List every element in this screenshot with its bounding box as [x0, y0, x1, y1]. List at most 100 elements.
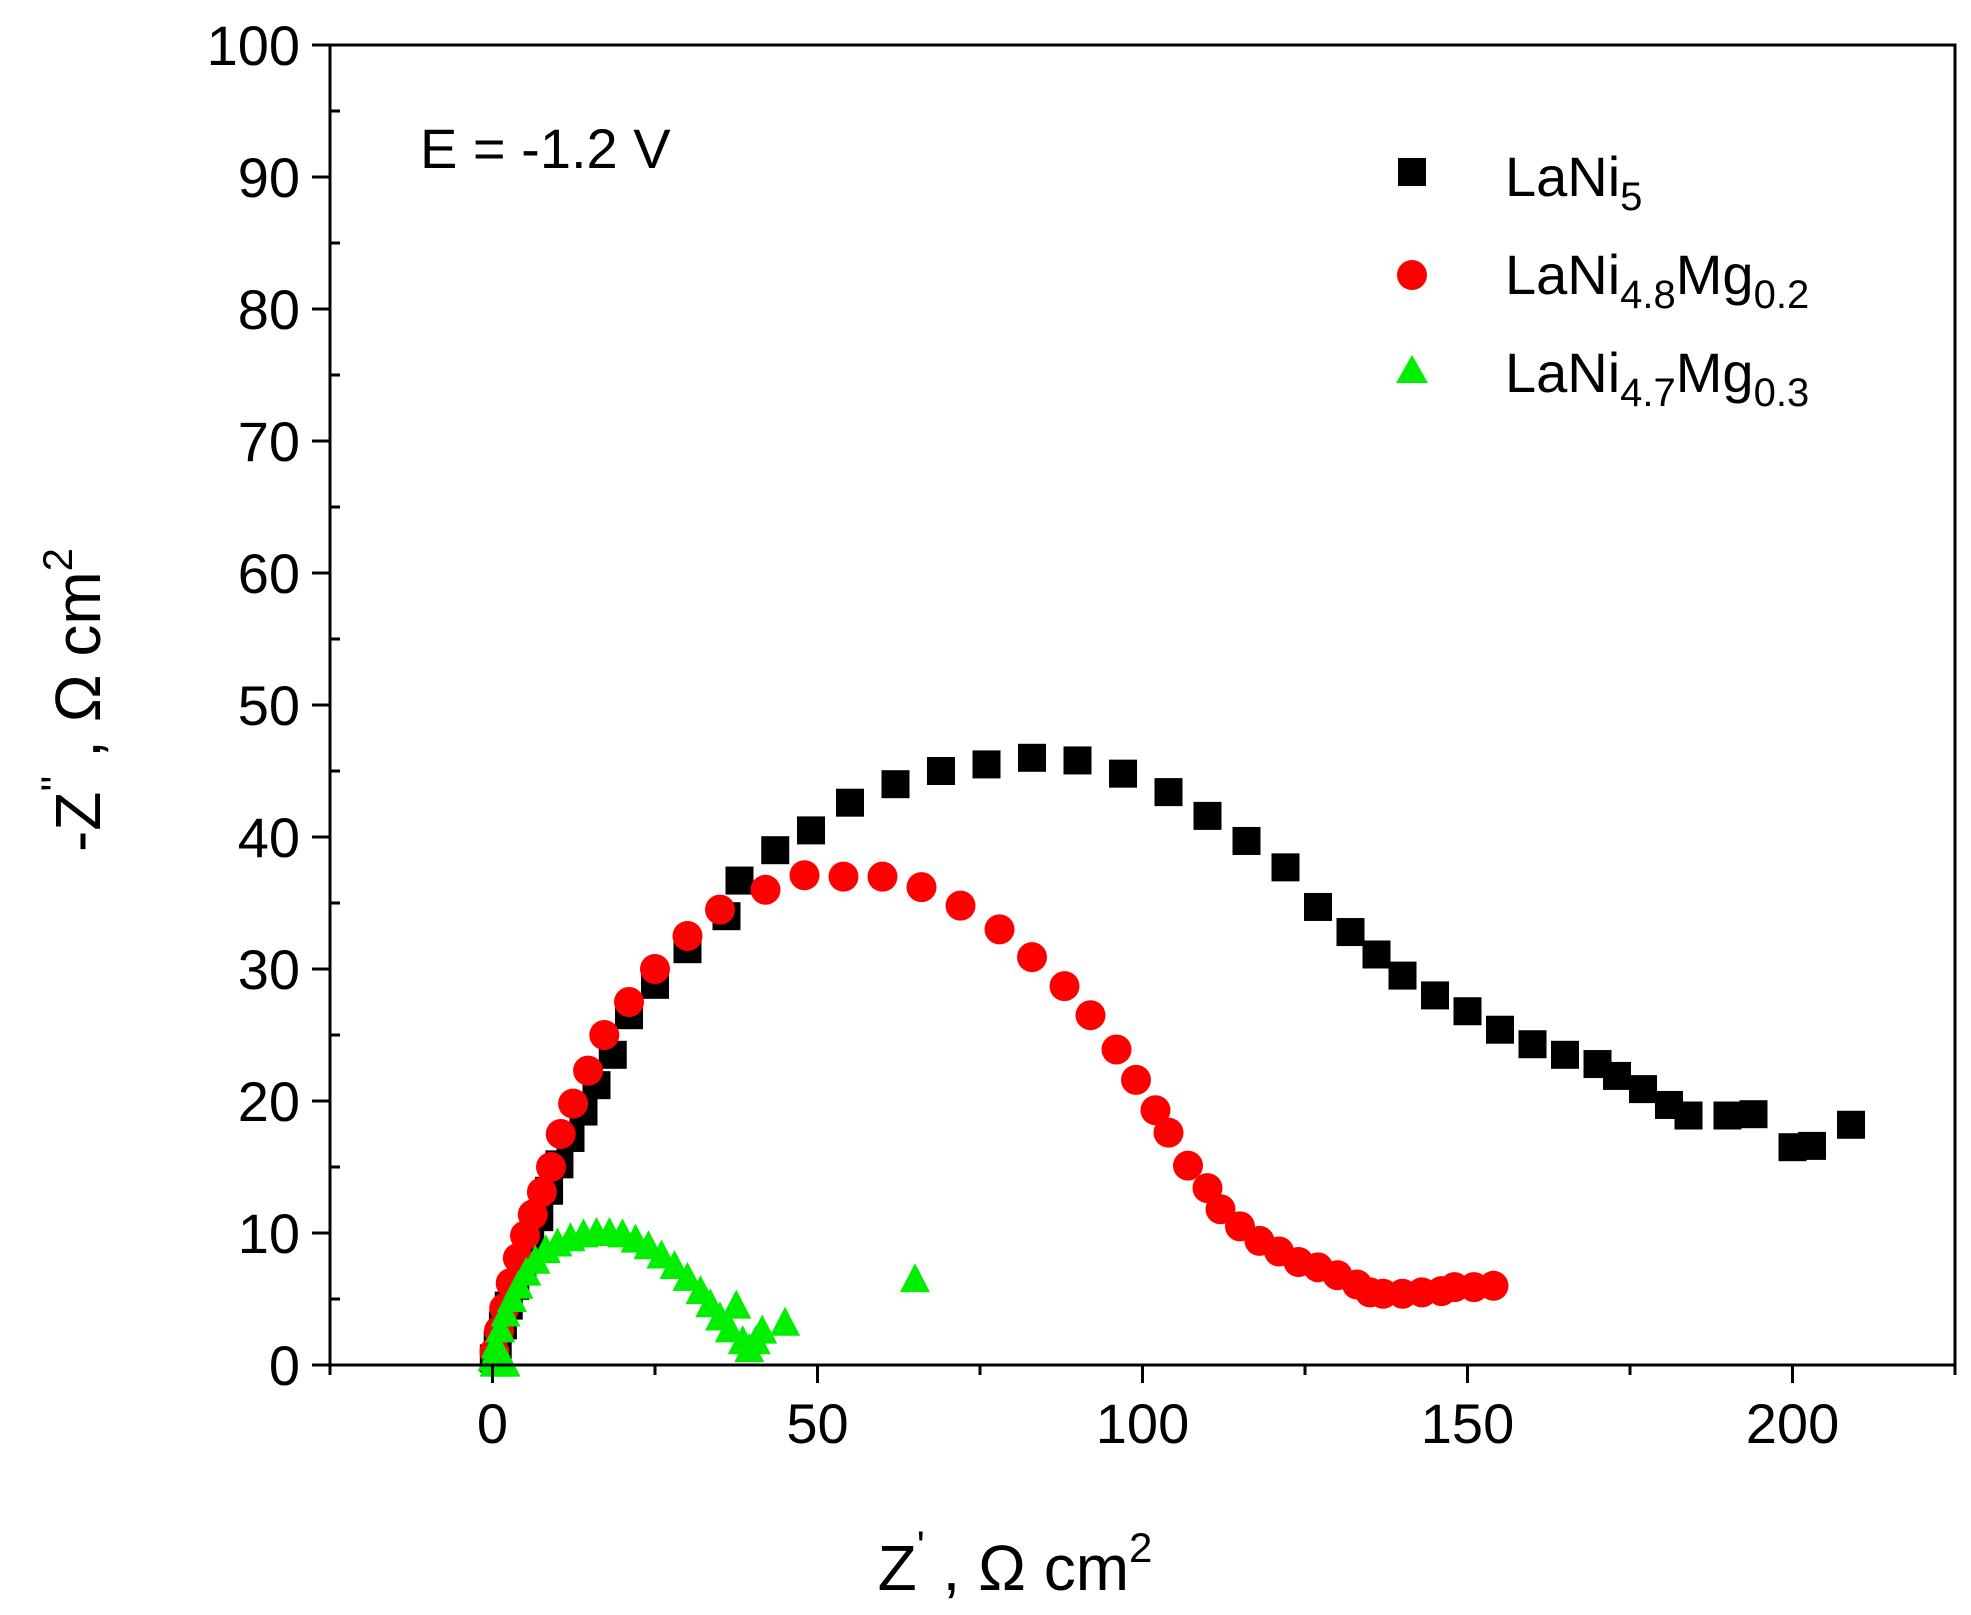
data-point-square [1603, 1061, 1631, 1090]
y-tick-label: 80 [238, 278, 300, 341]
y-title-unit: Ω cm [42, 571, 114, 722]
y-title-prime: '' [32, 776, 79, 792]
data-point-circle [573, 1055, 604, 1086]
data-point-square [1453, 997, 1482, 1026]
x-tick-label: 100 [1096, 1392, 1189, 1455]
data-point-square [1486, 1015, 1514, 1044]
y-tick-label: 0 [269, 1334, 300, 1397]
y-axis-title: -Z'' , Ω cm2 [32, 548, 114, 852]
legend-marker-circle [1397, 260, 1427, 290]
data-point-triangle [672, 1261, 703, 1291]
data-point-square [725, 866, 754, 895]
series-triangle [477, 1217, 930, 1377]
data-point-square [1063, 746, 1092, 775]
data-point-triangle [480, 1329, 511, 1359]
potential-annotation: E = -1.2 V [420, 117, 671, 180]
data-point-circle [1017, 942, 1047, 973]
data-point-triangle [659, 1250, 690, 1279]
y-tick-label: 10 [238, 1202, 300, 1265]
data-point-square [927, 757, 955, 785]
data-point-triangle [490, 1347, 521, 1377]
legend-sub: 0.3 [1754, 371, 1810, 415]
data-point-square [1837, 1110, 1865, 1139]
data-point-square [1388, 961, 1417, 990]
x-title-prime: ' [917, 1522, 925, 1569]
data-point-square [881, 770, 910, 799]
data-point-circle [1049, 971, 1080, 1002]
plot-area [477, 743, 1865, 1377]
data-point-square [797, 816, 825, 845]
data-point-circle [867, 861, 898, 892]
legend-label-lani47mg03: LaNi4.7Mg0.3 [1505, 341, 1809, 415]
legend: LaNi5 LaNi4.8Mg0.2 LaNi4.7Mg0.3 [1396, 145, 1809, 415]
y-tick-label: 70 [238, 410, 300, 473]
data-point-circle [526, 1177, 557, 1208]
data-point-square [1713, 1101, 1742, 1130]
y-title-sep: , [42, 722, 114, 775]
y-tick-label: 100 [207, 14, 300, 77]
data-point-circle [1173, 1150, 1203, 1181]
data-point-triangle [770, 1306, 800, 1336]
data-point-square [1304, 892, 1332, 921]
data-point-square [972, 750, 1001, 779]
data-point-circle [614, 987, 644, 1017]
data-point-circle [945, 890, 976, 921]
legend-sub: 5 [1620, 175, 1642, 219]
data-point-circle [1478, 1270, 1509, 1301]
data-point-triangle [490, 1297, 521, 1327]
data-point-circle [906, 872, 937, 903]
legend-label-lani48mg02: LaNi4.8Mg0.2 [1505, 243, 1809, 317]
y-tick-label: 20 [238, 1070, 300, 1133]
x-tick-label: 150 [1421, 1392, 1514, 1455]
data-point-square [1362, 940, 1391, 969]
legend-base: LaNi [1505, 243, 1620, 306]
y-tick-label: 30 [238, 938, 300, 1001]
data-point-square [1109, 759, 1137, 788]
data-point-circle [1121, 1064, 1151, 1095]
data-point-square [1193, 801, 1222, 830]
x-title-sep: , [925, 1532, 978, 1604]
data-point-square [1739, 1100, 1768, 1129]
data-point-circle [828, 861, 859, 892]
axes: 0 50 100 150 200 0 10 20 30 40 50 60 70 80 90 100 [207, 14, 1957, 1455]
data-point-triangle [721, 1289, 752, 1319]
data-point-square [1421, 981, 1449, 1010]
data-point-square [1154, 778, 1183, 807]
data-point-circle [1205, 1194, 1236, 1225]
legend-mid: Mg [1676, 341, 1754, 404]
y-title-main: -Z [42, 792, 114, 852]
data-point-circle [545, 1119, 576, 1149]
data-point-circle [672, 921, 703, 951]
data-point-square [1674, 1101, 1703, 1130]
data-point-square [1232, 826, 1261, 855]
data-point-square [1798, 1131, 1826, 1160]
data-point-circle [705, 894, 735, 925]
data-point-square [1018, 743, 1046, 772]
x-title-unit: Ω cm [978, 1532, 1129, 1604]
legend-marker-square [1398, 158, 1426, 186]
y-tick-label: 60 [238, 542, 300, 605]
y-title-power: 2 [34, 548, 81, 571]
data-point-circle [640, 954, 670, 984]
legend-sub: 4.8 [1620, 273, 1676, 317]
data-point-circle [1153, 1117, 1184, 1148]
data-point-triangle [485, 1313, 516, 1343]
data-point-square [1551, 1040, 1579, 1069]
data-point-circle [589, 1020, 620, 1050]
x-tick-label: 50 [786, 1392, 848, 1455]
data-point-triangle [900, 1263, 930, 1293]
legend-base: LaNi [1505, 145, 1620, 208]
x-title-power: 2 [1129, 1524, 1152, 1571]
data-point-circle [789, 860, 820, 891]
data-point-square [1271, 853, 1300, 882]
legend-marker-triangle [1396, 355, 1428, 383]
legend-label-lani5: LaNi5 [1505, 145, 1642, 219]
y-tick-label: 40 [238, 806, 300, 869]
legend-sub: 4.7 [1620, 371, 1676, 415]
data-point-triangle [747, 1314, 778, 1344]
data-point-circle [1075, 1000, 1106, 1031]
legend-sub: 0.2 [1754, 273, 1810, 317]
data-point-circle [1101, 1034, 1132, 1065]
data-point-square [1518, 1030, 1547, 1059]
